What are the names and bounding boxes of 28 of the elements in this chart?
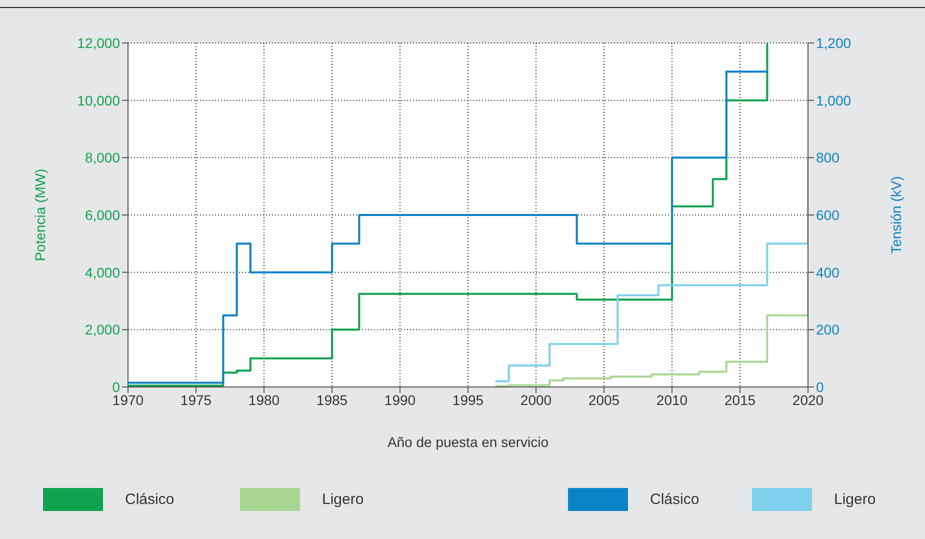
y2-tick-label: 600 bbox=[816, 206, 840, 223]
y-axis-title: Potencia (MW) bbox=[32, 168, 48, 262]
y2-tick-label: 800 bbox=[816, 150, 840, 166]
y2-tick-label: 1,200 bbox=[816, 34, 852, 51]
y2-tick-label: 1,000 bbox=[816, 92, 852, 108]
y-tick-label: 12,000 bbox=[77, 34, 120, 51]
x-axis-title: Año de puesta en servicio bbox=[387, 434, 549, 450]
y-tick-label: 2,000 bbox=[84, 322, 120, 338]
y2-axis-title: Tensión (kV) bbox=[888, 176, 904, 254]
x-tick-label: 2010 bbox=[656, 392, 688, 408]
legend-label: Clásico bbox=[125, 491, 174, 508]
x-tick-label: 2005 bbox=[588, 392, 620, 408]
x-tick-label: 1975 bbox=[180, 392, 212, 408]
legend-label: Ligero bbox=[322, 491, 364, 508]
y-tick-label: 8,000 bbox=[84, 150, 120, 166]
y-tick-label: 4,000 bbox=[84, 264, 120, 280]
legend-label: Clásico bbox=[650, 491, 700, 508]
y2-tick-label: 400 bbox=[816, 264, 840, 280]
legend-label: Ligero bbox=[834, 491, 876, 508]
x-tick-label: 2000 bbox=[520, 392, 552, 408]
x-tick-label: 1995 bbox=[452, 392, 484, 408]
y-tick-label: 10,000 bbox=[77, 92, 120, 108]
x-tick-label: 1990 bbox=[384, 392, 416, 408]
x-tick-label: 1980 bbox=[248, 392, 280, 408]
y-tick-label: 6,000 bbox=[84, 206, 120, 223]
y2-tick-label: 200 bbox=[816, 322, 840, 338]
x-tick-label: 1985 bbox=[316, 392, 348, 408]
x-tick-label: 2015 bbox=[724, 392, 756, 408]
